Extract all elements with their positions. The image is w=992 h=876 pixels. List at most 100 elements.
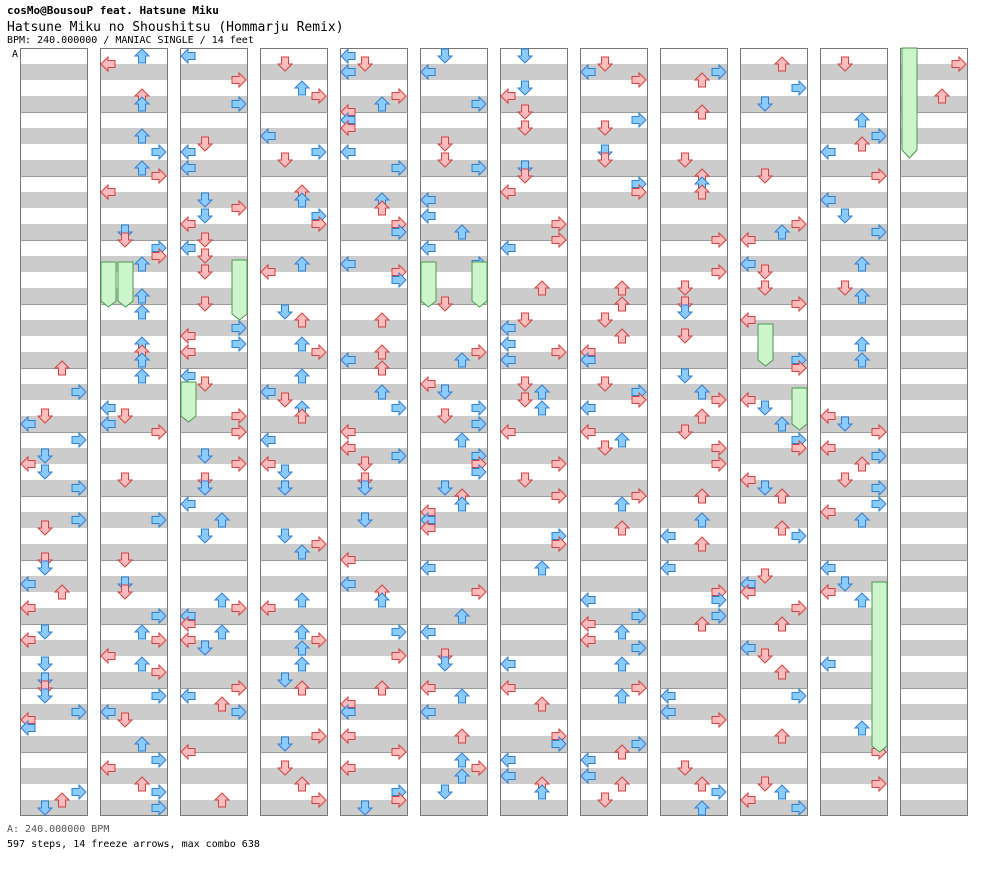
blue-arrow xyxy=(180,687,196,705)
blue-arrow xyxy=(373,96,391,112)
arrow-shape xyxy=(711,263,727,281)
stripe xyxy=(100,704,168,720)
stripe xyxy=(740,96,808,112)
stripe xyxy=(820,480,888,496)
arrow-shape xyxy=(340,439,356,457)
blue-arrow xyxy=(293,656,311,672)
arrow-shape xyxy=(453,768,471,784)
blue-arrow xyxy=(791,527,807,545)
arrow-shape xyxy=(311,727,327,745)
stripe xyxy=(100,352,168,368)
blue-arrow xyxy=(533,784,551,800)
blue-arrow xyxy=(871,447,887,465)
arrow-shape xyxy=(453,224,471,240)
stripe xyxy=(260,416,328,432)
stripe xyxy=(100,736,168,752)
red-arrow xyxy=(516,104,534,120)
arrow-shape xyxy=(551,735,567,753)
stripe xyxy=(180,512,248,528)
stripe xyxy=(500,384,568,400)
stripe xyxy=(100,480,168,496)
arrow-shape xyxy=(693,488,711,504)
blue-arrow xyxy=(196,208,214,224)
red-arrow xyxy=(116,552,134,568)
freeze-arrow xyxy=(757,323,774,367)
arrow-shape xyxy=(373,680,391,696)
stripe xyxy=(580,448,648,464)
blue-arrow xyxy=(276,464,294,480)
blue-arrow xyxy=(613,624,631,640)
stripe xyxy=(580,800,648,816)
red-arrow xyxy=(340,759,356,777)
stripe xyxy=(260,64,328,80)
red-arrow xyxy=(500,87,516,105)
blue-arrow xyxy=(213,624,231,640)
blue-arrow xyxy=(340,703,356,721)
arrow-shape xyxy=(71,431,87,449)
red-arrow xyxy=(613,328,631,344)
red-arrow xyxy=(276,152,294,168)
chart-column xyxy=(740,48,808,817)
stripe xyxy=(580,640,648,656)
arrow-shape xyxy=(100,399,116,417)
arrow-shape xyxy=(180,143,196,161)
song-title: Hatsune Miku no Shoushitsu (Hommarju Rem… xyxy=(7,20,344,35)
red-arrow xyxy=(613,280,631,296)
stripe xyxy=(340,352,408,368)
stripe xyxy=(340,160,408,176)
arrow-shape xyxy=(311,215,327,233)
stripe xyxy=(900,352,968,368)
stripe xyxy=(340,224,408,240)
red-arrow xyxy=(311,535,327,553)
arrow-shape xyxy=(853,720,871,736)
blue-arrow xyxy=(71,479,87,497)
red-arrow xyxy=(311,631,327,649)
red-arrow xyxy=(180,215,196,233)
arrow-shape xyxy=(116,232,134,248)
arrow-shape xyxy=(151,631,167,649)
stripe xyxy=(20,608,88,624)
arrow-shape xyxy=(231,319,247,337)
stripe xyxy=(180,128,248,144)
arrow-shape xyxy=(516,48,534,64)
blue-arrow xyxy=(580,591,596,609)
stripe xyxy=(20,672,88,688)
stripe xyxy=(660,224,728,240)
red-arrow xyxy=(711,439,727,457)
arrow-shape xyxy=(533,696,551,712)
stripe xyxy=(500,544,568,560)
red-arrow xyxy=(551,231,567,249)
red-arrow xyxy=(373,200,391,216)
stripe xyxy=(900,576,968,592)
arrow-shape xyxy=(340,575,356,593)
red-arrow xyxy=(373,344,391,360)
blue-arrow xyxy=(871,223,887,241)
blue-arrow xyxy=(340,143,356,161)
arrow-shape xyxy=(391,623,407,641)
arrow-shape xyxy=(420,623,436,641)
arrow-shape xyxy=(596,152,614,168)
blue-arrow xyxy=(660,559,676,577)
arrow-shape xyxy=(293,312,311,328)
stripe xyxy=(100,512,168,528)
arrow-shape xyxy=(196,248,214,264)
arrow-shape xyxy=(631,639,647,657)
arrow-shape xyxy=(791,359,807,377)
blue-arrow xyxy=(836,416,854,432)
arrow-shape xyxy=(311,631,327,649)
stripe xyxy=(260,192,328,208)
arrow-shape xyxy=(151,687,167,705)
blue-arrow xyxy=(613,656,631,672)
stripe xyxy=(340,512,408,528)
red-arrow xyxy=(53,360,71,376)
stripe xyxy=(500,160,568,176)
chart-column xyxy=(340,47,408,816)
red-arrow xyxy=(196,296,214,312)
arrow-shape xyxy=(391,87,407,105)
arrow-shape xyxy=(791,439,807,457)
blue-arrow xyxy=(853,336,871,352)
stripe xyxy=(900,384,968,400)
stripe xyxy=(740,736,808,752)
arrow-shape xyxy=(871,423,887,441)
red-arrow xyxy=(516,312,534,328)
